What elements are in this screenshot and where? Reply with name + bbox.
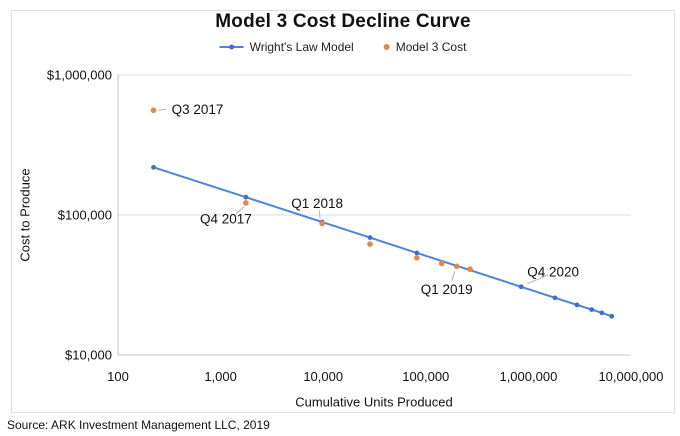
x-axis-title: Cumulative Units Produced [295,394,453,410]
model-line [152,166,613,318]
actual-point [414,254,420,261]
actual-point [243,200,249,206]
legend-label-wrights-law: Wright's Law Model [249,40,354,54]
chart-card [11,10,675,413]
model-point [414,250,420,256]
annotation-label: Q3 2017 [172,102,224,117]
annotation-label: Q4 2017 [200,211,252,226]
line-marker-dot-icon [229,44,235,50]
model-point [589,307,595,313]
line-swatch-icon [219,44,244,50]
model-point [574,302,580,308]
model-point [609,313,615,319]
legend-item-wrights-law: Wright's Law Model [219,40,354,54]
y-tick-label: $100,000 [58,208,112,223]
x-tick-label: 1,000 [204,369,237,384]
annotation-leader-line [318,210,321,219]
actual-point [453,263,460,270]
legend-item-model3-cost: Model 3 Cost [383,40,467,54]
y-tick-label: $1,000,000 [47,68,112,83]
actual-point [467,266,473,273]
actual-point [438,260,445,267]
actual-point [319,220,325,227]
annotation-leader-line [451,271,456,282]
actual-point [150,107,157,114]
dot-swatch-icon [383,44,390,50]
model-point [518,284,524,290]
annotation-label: Q4 2020 [527,264,579,279]
model-point [151,164,156,170]
legend-label-model3-cost: Model 3 Cost [395,40,467,54]
x-tick-label: 100 [107,369,129,384]
annotation-leader-line [526,274,549,285]
x-tick-label: 100,000 [402,369,449,384]
chart-title: Model 3 Cost Decline Curve [215,11,471,32]
annotation-label: Q1 2019 [421,282,473,297]
model-point [552,295,558,301]
annotation-label: Q1 2018 [291,196,343,211]
actual-point [367,241,373,247]
y-tick-label: $10,000 [65,348,112,363]
x-tick-label: 1,000,000 [499,369,557,384]
x-tick-label: 10,000 [303,369,343,384]
x-tick-label: 10,000,000 [598,369,663,384]
model-point [243,194,249,200]
annotation-leader-line [235,206,245,215]
legend: Wright's Law Model Model 3 Cost [219,40,467,54]
model-point [599,310,605,316]
model-point [367,235,373,240]
source-note: Source: ARK Investment Management LLC, 2… [7,418,270,432]
annotation-leader-line [158,108,167,111]
